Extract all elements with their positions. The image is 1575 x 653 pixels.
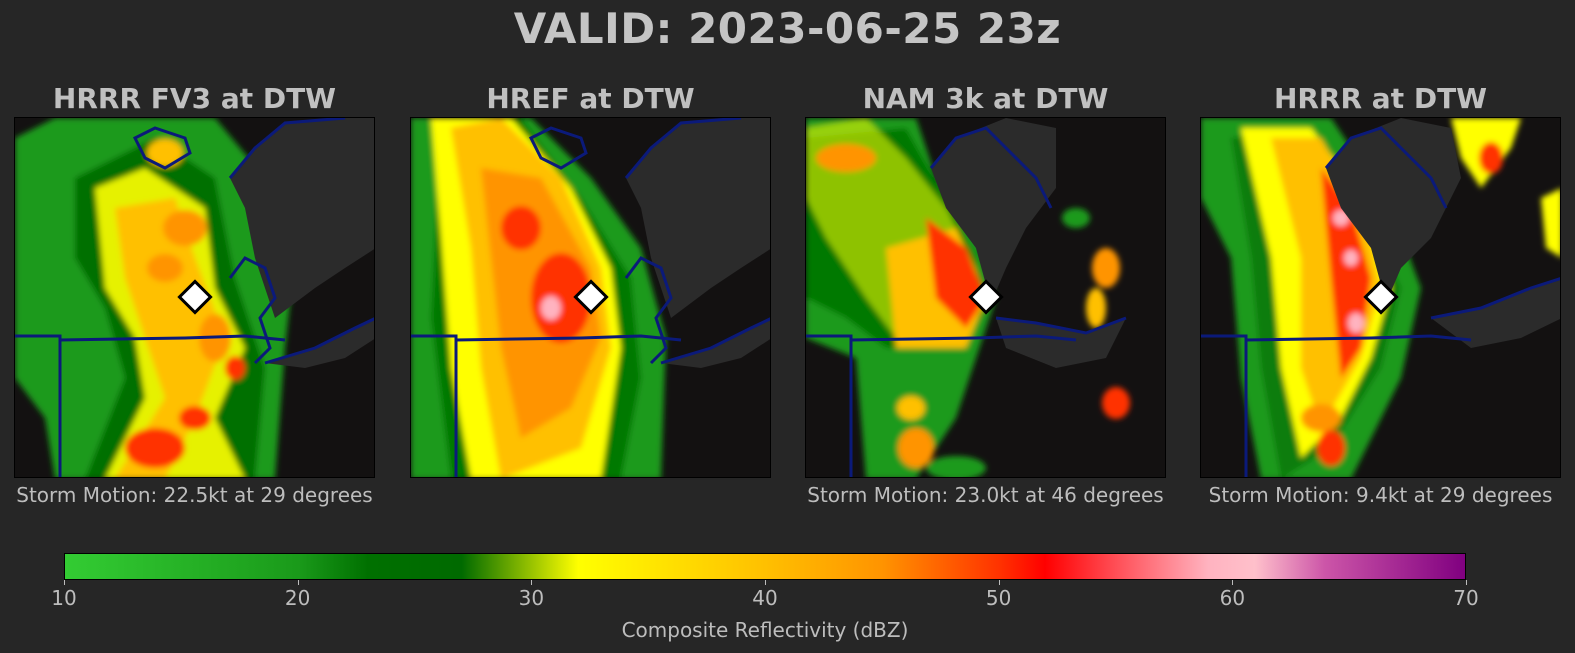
colorbar-tick-label: 30 [518, 586, 545, 610]
colorbar-tick-label: 70 [1453, 586, 1479, 610]
colorbar-label: Composite Reflectivity (dBZ) [621, 618, 909, 642]
borders [411, 118, 770, 477]
reflectivity-map [805, 117, 1166, 478]
colorbar-tick-mark [1232, 580, 1234, 585]
colorbar-tick-mark [998, 580, 1000, 585]
reflectivity-map [410, 117, 771, 478]
station-marker [968, 279, 1004, 315]
colorbar-tick-label: 50 [985, 586, 1012, 610]
panel-title: NAM 3k at DTW [862, 82, 1109, 115]
storm-motion-text: Storm Motion: 22.5kt at 29 degrees [16, 483, 373, 507]
colorbar-tick-label: 40 [752, 586, 778, 610]
colorbar-tick-mark [297, 580, 299, 585]
borders [1201, 126, 1560, 477]
station-marker [177, 279, 213, 315]
panel-href: HREF at DTW [410, 82, 771, 478]
colorbar-tick-label: 60 [1219, 586, 1246, 610]
colorbar-tick-mark [1466, 580, 1467, 585]
colorbar-tick-mark [64, 580, 65, 585]
panel-title: HREF at DTW [486, 82, 695, 115]
radar-echoes [411, 118, 749, 477]
storm-motion-text: Storm Motion: 23.0kt at 46 degrees [807, 483, 1164, 507]
borders [15, 118, 374, 477]
figure-title: VALID: 2023-06-25 23z [513, 4, 1062, 53]
colorbar-tick-label: 20 [284, 586, 311, 610]
panel-hrrr: HRRR at DTW [1200, 82, 1561, 507]
borders [806, 126, 1127, 477]
panel-title: HRRR at DTW [1273, 82, 1488, 115]
panel-nam-3k: NAM 3k at DTW [805, 82, 1166, 507]
water-bodies [1326, 118, 1560, 348]
station-marker [573, 279, 609, 315]
white-diamond-icon [177, 279, 213, 315]
white-diamond-icon [968, 279, 1004, 315]
colorbar-tick-mark [765, 580, 766, 585]
colorbar: 10 20 30 40 50 60 70 [51, 553, 1479, 610]
reflectivity-map [14, 117, 375, 478]
colorbar-tick-mark [531, 580, 533, 585]
white-diamond-icon [573, 279, 609, 315]
colorbar-tick-label: 10 [51, 586, 77, 610]
colorbar-gradient [64, 553, 1466, 580]
storm-motion-text: Storm Motion: 9.4kt at 29 degrees [1208, 483, 1553, 507]
panel-title: HRRR FV3 at DTW [52, 82, 337, 115]
panel-hrrr-fv3: HRRR FV3 at DTW [14, 82, 375, 507]
reflectivity-map [1200, 117, 1561, 478]
colorbar-ticks: 10 20 30 40 50 60 70 [51, 580, 1479, 610]
white-diamond-icon [1363, 279, 1399, 315]
station-marker [1363, 279, 1399, 315]
